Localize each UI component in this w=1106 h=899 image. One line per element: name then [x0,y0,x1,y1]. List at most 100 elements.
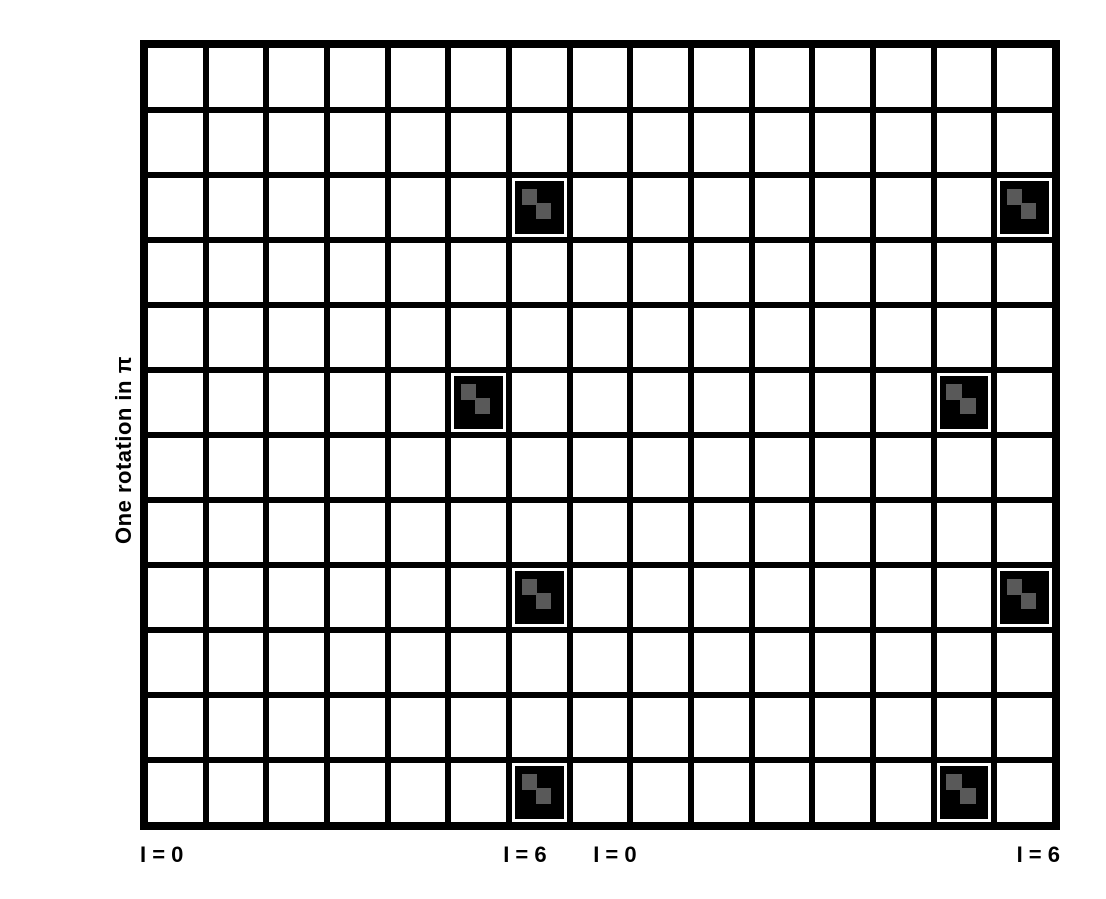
grid-cell [512,113,567,172]
grid-cell [269,308,324,367]
grid-cell [815,698,870,757]
grid-cell [269,633,324,692]
grid-cell [330,438,385,497]
grid-cell [815,503,870,562]
grid-cell [330,568,385,627]
grid-cell [997,308,1052,367]
x-label-mid-a: I = 6 [503,842,546,868]
grid-cell [512,503,567,562]
grid-cell [633,763,688,822]
grid-marker [451,373,506,432]
grid-cell [997,633,1052,692]
grid-cell [269,438,324,497]
figure: One rotation in π I = 0 I = 6 I = 0 I = … [0,0,1106,899]
grid-cell [148,243,203,302]
grid-marker [512,763,567,822]
grid-cell [451,503,506,562]
grid-cell [694,308,749,367]
grid-cell [451,48,506,107]
grid-cell [573,503,628,562]
grid-cell [633,113,688,172]
grid-cell [269,503,324,562]
grid-cell [451,568,506,627]
grid-cell [694,178,749,237]
grid-cell [633,438,688,497]
grid-cell [451,113,506,172]
grid-marker [937,763,992,822]
grid-cell [269,113,324,172]
grid-cell [876,568,931,627]
grid-cell [755,438,810,497]
grid-cell [876,633,931,692]
grid-cell [997,373,1052,432]
x-label-right: I = 6 [1017,842,1060,868]
grid-cell [694,633,749,692]
grid-cell [391,48,446,107]
grid-cell [512,373,567,432]
grid-cell [937,308,992,367]
grid-cell [937,113,992,172]
grid-cell [512,308,567,367]
grid-cell [815,308,870,367]
grid-cell [755,113,810,172]
grid-cell [755,48,810,107]
x-label-mid-b: I = 0 [593,842,636,868]
grid-cell [330,113,385,172]
grid-cell [997,113,1052,172]
grid-cell [330,308,385,367]
grid-cell [694,568,749,627]
grid-cell [937,698,992,757]
grid-cell [391,698,446,757]
grid-cell [573,633,628,692]
grid-cell [815,178,870,237]
grid-cell [694,763,749,822]
grid-cell [815,113,870,172]
grid-cell [573,243,628,302]
grid-cell [148,48,203,107]
grid-cell [573,568,628,627]
grid-cell [694,48,749,107]
grid-cell [451,438,506,497]
grid-cell [451,178,506,237]
grid-cell [330,698,385,757]
grid-cell [694,438,749,497]
grid-cell [694,373,749,432]
grid-cell [512,633,567,692]
grid [148,48,1052,822]
grid-cell [209,633,264,692]
grid-cell [330,243,385,302]
grid-cell [209,698,264,757]
grid-cell [937,48,992,107]
grid-cell [876,243,931,302]
grid-cell [330,48,385,107]
grid-cell [269,698,324,757]
grid-cell [573,373,628,432]
grid-cell [815,243,870,302]
x-label-left: I = 0 [140,842,183,868]
grid-cell [876,438,931,497]
grid-cell [694,243,749,302]
grid-cell [148,308,203,367]
grid-cell [269,763,324,822]
grid-marker [512,178,567,237]
grid-cell [755,633,810,692]
grid-cell [997,438,1052,497]
grid-cell [876,178,931,237]
grid-cell [391,243,446,302]
grid-cell [997,698,1052,757]
grid-cell [694,113,749,172]
grid-cell [755,178,810,237]
grid-cell [451,633,506,692]
grid-marker [997,568,1052,627]
grid-cell [876,763,931,822]
grid-cell [391,438,446,497]
grid-cell [148,438,203,497]
grid-cell [391,113,446,172]
grid-cell [876,373,931,432]
grid-cell [209,373,264,432]
grid-cell [876,698,931,757]
grid-cell [391,763,446,822]
grid-cell [876,503,931,562]
grid-cell [937,243,992,302]
grid-cell [330,373,385,432]
